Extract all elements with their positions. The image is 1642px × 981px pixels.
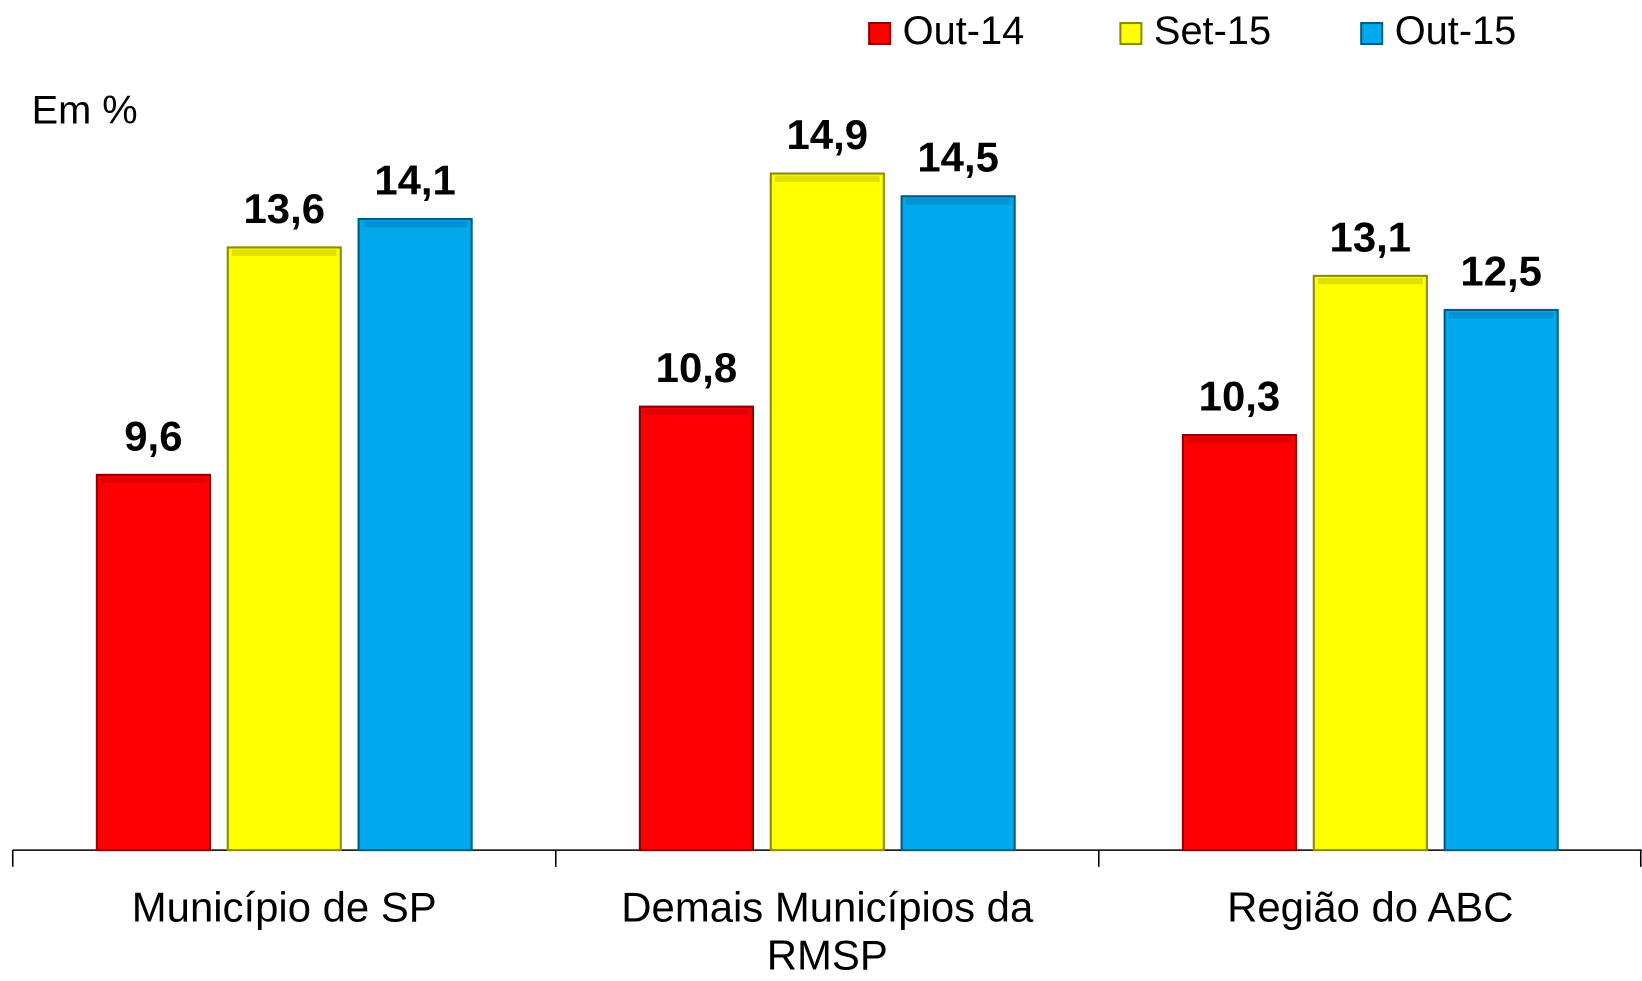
bar-bevel	[1448, 312, 1554, 319]
data-label: 10,8	[656, 344, 737, 391]
bar-bevel	[1187, 437, 1292, 444]
data-label: 14,9	[787, 111, 868, 158]
y-axis-label: Em %	[32, 89, 138, 133]
data-label: 10,3	[1199, 373, 1280, 420]
bar-bevel	[774, 175, 880, 182]
bar	[1312, 274, 1428, 852]
bar	[900, 195, 1016, 852]
data-label: 13,6	[244, 185, 325, 232]
bar	[638, 405, 754, 852]
x-tick-label-box: Região do ABC	[1227, 884, 1514, 931]
legend-swatch	[1360, 21, 1384, 46]
bar	[1443, 308, 1559, 852]
legend-swatch	[868, 21, 892, 46]
bar-bevel	[905, 198, 1011, 205]
bar	[1181, 434, 1298, 852]
x-tick-label-box: Município de SP	[131, 884, 437, 931]
bar-bevel	[101, 476, 206, 484]
bar-bevel	[231, 249, 337, 256]
data-label: 14,5	[917, 134, 998, 181]
bar-bevel	[1317, 277, 1423, 285]
data-label: 13,1	[1330, 213, 1411, 260]
data-label: 9,6	[124, 412, 182, 459]
x-tick-label: Demais Municípios da RMSP	[621, 884, 1034, 979]
legend-label: Out-14	[903, 9, 1025, 53]
bar-bevel	[644, 408, 749, 416]
legend-label: Out-15	[1395, 9, 1517, 53]
bar	[769, 172, 885, 852]
bar-bevel	[362, 221, 468, 228]
data-label: 14,1	[374, 156, 455, 203]
data-label: 12,5	[1460, 247, 1541, 294]
x-tick-label: Região do ABC	[1227, 884, 1514, 931]
x-tick-label-box: Demais Municípios da RMSP	[621, 884, 1034, 979]
legend-label: Set-15	[1154, 9, 1271, 53]
bar	[95, 473, 211, 852]
x-tick-label: Município de SP	[131, 884, 437, 931]
bar	[357, 217, 473, 852]
bar	[226, 246, 342, 852]
legend-swatch	[1119, 21, 1143, 46]
